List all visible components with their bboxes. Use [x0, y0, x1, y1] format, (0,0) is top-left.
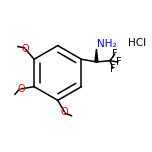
Text: O: O	[60, 107, 68, 117]
Text: F: F	[110, 64, 116, 74]
Text: F: F	[112, 48, 118, 59]
Text: O: O	[17, 84, 25, 94]
Text: F: F	[116, 57, 122, 67]
Text: HCl: HCl	[128, 38, 146, 48]
Text: O: O	[22, 44, 30, 54]
Text: NH₂: NH₂	[97, 39, 116, 48]
Polygon shape	[95, 49, 98, 62]
